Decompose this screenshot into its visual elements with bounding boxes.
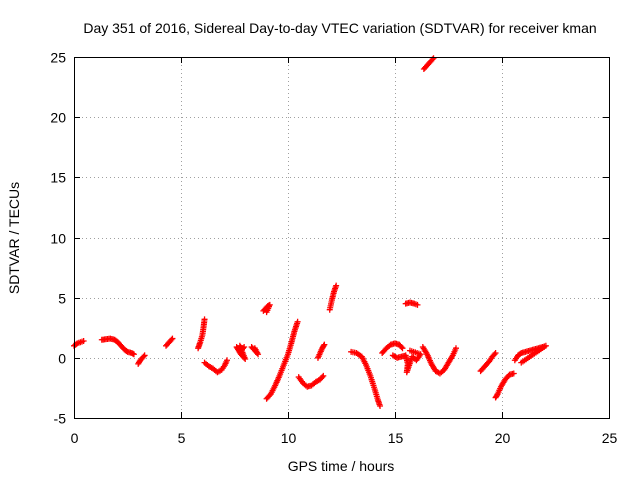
data-point <box>169 335 176 342</box>
x-tick-label: 5 <box>178 430 186 446</box>
data-point <box>377 402 384 409</box>
data-point <box>414 301 421 308</box>
data-point <box>430 55 437 62</box>
x-tick-label: 20 <box>495 430 511 446</box>
y-tick-label: 20 <box>50 110 66 126</box>
grid <box>74 57 609 418</box>
data-point <box>333 282 340 289</box>
data-point <box>294 318 301 325</box>
data-point <box>492 350 499 357</box>
y-tick-label: 0 <box>58 351 66 367</box>
data-point <box>406 347 413 354</box>
data-point <box>321 341 328 348</box>
chart-title: Day 351 of 2016, Sidereal Day-to-day VTE… <box>83 20 596 36</box>
x-tick-label: 15 <box>388 430 404 446</box>
data-point <box>491 351 498 358</box>
data-point <box>80 337 87 344</box>
x-tick-label: 10 <box>281 430 297 446</box>
data-point <box>319 374 326 381</box>
x-axis-label: GPS time / hours <box>288 458 395 474</box>
data-point <box>452 345 459 352</box>
data-point <box>240 345 247 352</box>
data-point <box>141 352 148 359</box>
data-point <box>399 345 406 352</box>
data-point <box>241 344 248 351</box>
y-tick-label: -5 <box>54 411 67 427</box>
data-point <box>494 392 501 399</box>
y-tick-label: 15 <box>50 170 66 186</box>
y-tick-label: 10 <box>50 231 66 247</box>
data-point <box>320 342 327 349</box>
data-point <box>168 336 175 343</box>
y-tick-label: 25 <box>50 50 66 66</box>
x-tick-label: 0 <box>71 430 79 446</box>
y-tick-label: 5 <box>58 291 66 307</box>
data-point <box>130 351 137 358</box>
data-point <box>320 372 327 379</box>
data-point <box>518 359 525 366</box>
data-point <box>140 353 147 360</box>
data-point <box>263 309 270 316</box>
data-points <box>71 55 549 409</box>
y-axis-label: SDTVAR / TECUs <box>6 182 22 294</box>
data-point <box>251 345 258 352</box>
data-point <box>201 316 208 323</box>
data-point <box>224 357 231 364</box>
x-tick-label: 25 <box>602 430 618 446</box>
data-point <box>398 344 405 351</box>
data-point <box>510 370 517 377</box>
